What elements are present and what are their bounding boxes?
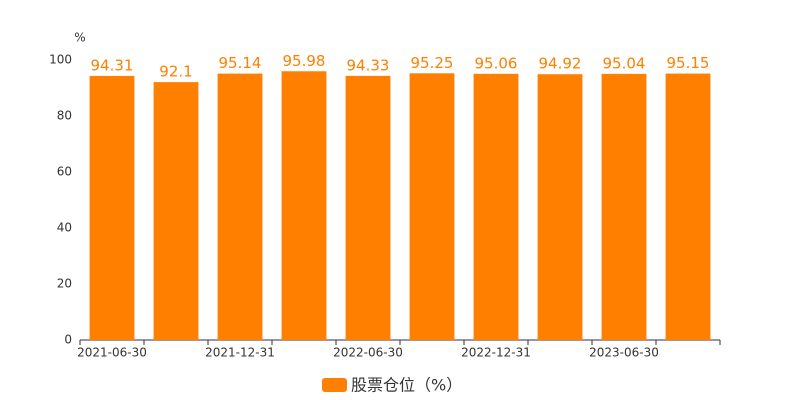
value-label: 95.98 [283, 52, 326, 70]
y-tick-label: 100 [49, 53, 72, 67]
value-label: 94.33 [347, 56, 390, 74]
bar [217, 73, 263, 340]
value-label: 95.14 [219, 54, 262, 72]
x-tick-label: 2022-06-30 [333, 346, 403, 360]
bar [281, 71, 327, 341]
y-tick-label: 0 [64, 333, 72, 347]
y-tick-label: 40 [57, 221, 72, 235]
value-label: 94.92 [539, 55, 582, 73]
value-label: 94.31 [91, 56, 134, 74]
legend-swatch [322, 378, 347, 392]
value-label: 95.15 [667, 54, 710, 72]
bar [601, 73, 647, 340]
value-label: 95.06 [475, 54, 518, 72]
x-tick-label: 2021-12-31 [205, 346, 275, 360]
bar [473, 73, 519, 340]
value-label: 95.25 [411, 54, 454, 72]
value-label: 95.04 [603, 54, 646, 72]
y-tick-label: 20 [57, 277, 72, 291]
bar [153, 82, 199, 341]
x-tick-label: 2022-12-31 [461, 346, 531, 360]
bar [665, 73, 711, 340]
legend-label: 股票仓位（%） [351, 376, 462, 395]
value-label: 92.1 [159, 63, 192, 81]
bar [345, 75, 391, 340]
bar [89, 75, 135, 340]
y-axis-unit: % [74, 31, 85, 45]
y-tick-label: 60 [57, 165, 72, 179]
bar [537, 74, 583, 340]
y-tick-label: 80 [57, 109, 72, 123]
x-tick-label: 2023-06-30 [589, 346, 659, 360]
bar [409, 73, 455, 341]
x-tick-label: 2021-06-30 [77, 346, 147, 360]
